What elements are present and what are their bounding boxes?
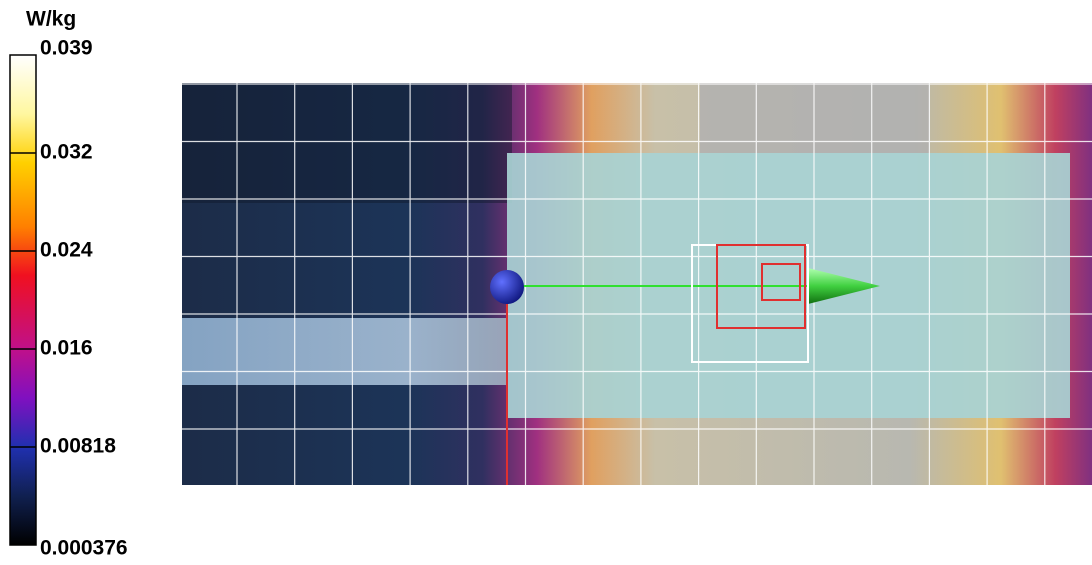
probe: [490, 244, 880, 485]
unit: W/kg: [26, 8, 76, 31]
colorbar-label: 0.016: [40, 337, 93, 360]
colorbar-label: 0.032: [40, 141, 93, 164]
colorbar-label: 0.00818: [40, 435, 116, 458]
colorbar: [9, 54, 37, 546]
heatmap: [182, 83, 1092, 485]
colorbar-label: 0.000376: [40, 537, 128, 560]
colorbar-label: 0.039: [40, 37, 93, 60]
colorbar-label: 0.024: [40, 239, 93, 262]
